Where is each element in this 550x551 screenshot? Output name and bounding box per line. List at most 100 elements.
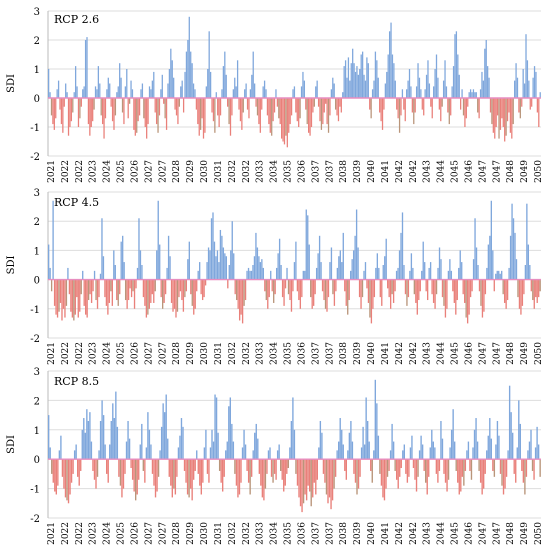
bar [414,98,416,113]
bar [240,279,242,315]
bar [186,459,189,495]
x-tick-label: 2033 [256,342,266,365]
x-tick-label: 2024 [103,160,113,183]
bar [449,259,451,280]
bar [424,89,426,98]
bar [324,279,327,309]
bar [155,98,158,125]
bar [246,459,248,471]
bar [259,98,261,133]
bar [485,40,487,98]
bar [255,423,257,460]
x-tick-label: 2028 [172,522,182,545]
bar [470,459,473,480]
bar [190,279,192,295]
bar [106,459,108,474]
bar [120,77,122,98]
bar [528,80,530,98]
bar [95,459,97,489]
bar [431,279,433,295]
bar [351,259,353,280]
bar [206,262,208,280]
bar [108,279,111,303]
bar [111,279,113,306]
x-tick-label: 2042 [395,342,405,365]
bar [461,262,463,280]
bar [119,63,121,98]
bar [206,459,209,474]
x-tick-label: 2042 [395,160,405,183]
bar [516,77,519,98]
bar [473,429,476,460]
bar [157,98,159,133]
bar [528,441,531,460]
panel-title: RCP 4.5 [54,196,99,209]
bar [330,247,333,280]
bar [516,447,518,460]
x-tick-label: 2044 [437,522,447,545]
bar [380,459,383,486]
bar [226,441,228,460]
y-tick-label: 1 [34,426,40,437]
bar [254,432,256,460]
bar [428,267,430,280]
bar [536,279,538,303]
bar [258,459,260,474]
bar [295,459,297,474]
bar [70,279,72,312]
x-tick-label: 2042 [409,160,419,183]
bar [469,89,472,98]
bar [327,459,329,504]
bar [342,232,344,280]
bar [178,98,180,107]
bar [299,279,302,309]
bar [449,447,451,460]
bar [87,420,90,460]
bar [98,450,100,460]
bar [343,66,345,98]
bar [383,459,386,501]
bar [364,262,367,280]
bar [300,86,303,98]
chart-panel-2: -2 -1 0 1 2 3 SDI RCP 4.5 2021 2022 2022 2023 2024 20… [6,188,544,365]
bar [289,279,291,301]
bar [122,459,125,489]
bar [464,279,466,303]
bar [162,403,164,460]
bar [404,279,407,295]
bar [196,279,198,292]
bar [403,98,405,110]
bar [370,279,373,324]
bar [526,60,529,98]
bar [523,83,526,98]
bar [148,429,151,460]
bar [432,441,434,460]
bar [371,89,374,98]
bar [467,441,470,460]
bar [247,267,250,280]
bar [392,279,395,303]
bar [397,459,399,489]
bar [499,459,502,474]
bar [176,279,179,312]
bar [481,71,483,98]
bar [469,459,471,471]
bar [169,256,171,280]
x-tick-label: 2047 [478,522,488,545]
bar [328,459,331,498]
bar [94,86,97,98]
bar [104,98,107,119]
bar [435,279,438,295]
bar [405,459,407,474]
bar [232,441,235,460]
bar [483,459,485,489]
bar [431,98,433,119]
bar [452,409,454,460]
bar [312,459,314,498]
bar [295,98,297,113]
bar [181,80,183,98]
y-tick-label: 3 [34,367,40,378]
bar [189,459,192,489]
bar [159,244,161,280]
bar [462,279,464,295]
